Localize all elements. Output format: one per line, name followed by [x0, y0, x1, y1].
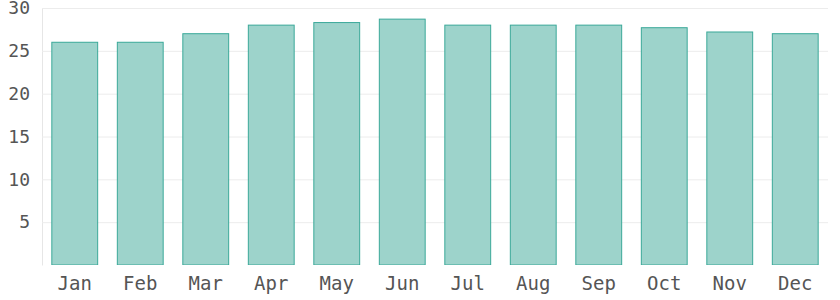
bar	[183, 34, 229, 265]
bar	[772, 34, 818, 265]
tick-label: 30	[8, 0, 30, 18]
tick: Sep	[582, 265, 616, 294]
tick-label: Jun	[385, 272, 419, 294]
tick-label: Oct	[647, 272, 681, 294]
tick-label: 20	[8, 83, 30, 104]
bar	[52, 42, 98, 265]
tick-label: Nov	[713, 272, 747, 294]
bar	[707, 32, 753, 265]
y-axis: 5 10 15 20 25 30	[8, 0, 828, 265]
tick: Aug	[516, 265, 550, 294]
tick: Dec	[778, 265, 812, 294]
bar	[379, 19, 425, 265]
bar	[576, 25, 622, 265]
tick-label: 25	[8, 40, 30, 61]
tick-label: Aug	[516, 272, 550, 294]
tick: Jul	[451, 265, 485, 294]
tick-label: Sep	[582, 272, 616, 294]
tick: Nov	[713, 265, 747, 294]
bar	[248, 25, 294, 265]
tick-label: 10	[8, 169, 30, 190]
tick-label: 5	[19, 211, 30, 232]
tick: May	[320, 265, 354, 294]
bar	[445, 25, 491, 265]
bar	[314, 23, 360, 265]
bar	[641, 28, 687, 265]
tick: Oct	[647, 265, 681, 294]
tick: Jun	[385, 265, 419, 294]
tick: Feb	[123, 265, 157, 294]
tick-label: 15	[8, 126, 30, 147]
bar	[117, 42, 163, 265]
tick-label: Jul	[451, 272, 485, 294]
x-axis: Jan Feb Mar Apr May Jun Jul Aug Sep Oct Nov Dec	[58, 265, 813, 294]
bar	[510, 25, 556, 265]
tick-label: May	[320, 272, 354, 294]
tick: Apr	[254, 265, 288, 294]
chart: 5 10 15 20 25 30 Jan Feb Mar Apr May Jun Jul Aug Sep Oc…	[0, 0, 840, 300]
tick: 30	[8, 0, 828, 18]
tick-label: Dec	[778, 272, 812, 294]
tick-label: Mar	[189, 272, 223, 294]
bars	[52, 19, 818, 265]
tick: Mar	[189, 265, 223, 294]
tick-label: Apr	[254, 272, 288, 294]
tick: Jan	[58, 265, 92, 294]
tick-label: Jan	[58, 272, 92, 294]
grid-line	[42, 8, 828, 9]
tick-label: Feb	[123, 272, 157, 294]
